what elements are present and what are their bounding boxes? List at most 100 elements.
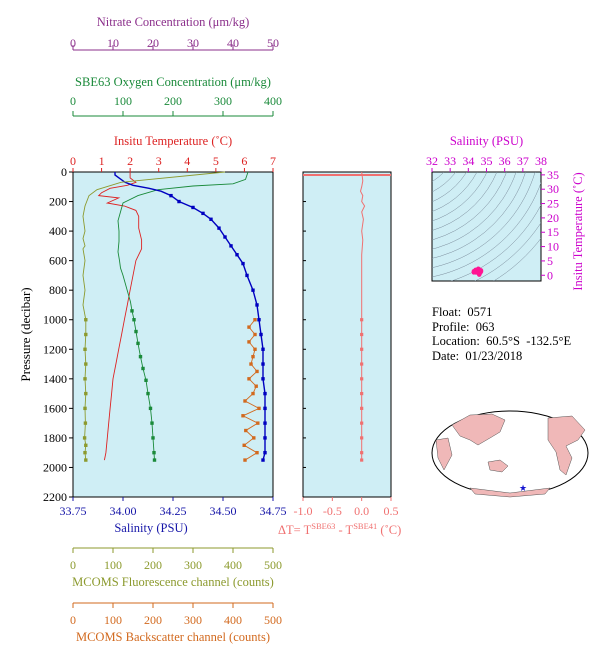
delta-t-chart: -1.0 -0.5 0.0 0.5 ΔT= TSBE63 - TSBE41 (˚C) bbox=[278, 171, 401, 537]
fluorescence-axis-title: MCOMS Fluorescence channel (counts) bbox=[72, 575, 274, 589]
profile-chart: 0200400600800100012001400160018002000220… bbox=[18, 15, 287, 644]
ts-plot-area bbox=[431, 171, 542, 282]
backscatter-data-point bbox=[253, 318, 257, 322]
backscatter-tick-label: 100 bbox=[104, 613, 122, 627]
delta-t-data-point bbox=[360, 451, 364, 455]
temperature-axis-title: Insitu Temperature (˚C) bbox=[114, 134, 232, 148]
ts-temperature-tick-label: 30 bbox=[547, 182, 559, 196]
delta-t-plot-area bbox=[302, 171, 392, 498]
salinity-data-point bbox=[217, 226, 221, 230]
backscatter-data-point bbox=[255, 450, 259, 455]
delta-t-data-point bbox=[360, 318, 364, 322]
fluorescence-tick-label: 300 bbox=[184, 558, 202, 572]
delta-t-title-part: (˚C) bbox=[377, 523, 401, 537]
salinity-data-point bbox=[191, 205, 195, 210]
delta-t-data-point bbox=[360, 421, 364, 425]
pressure-tick-label: 200 bbox=[49, 195, 67, 209]
delta-t-tick-label: 0.5 bbox=[384, 504, 399, 518]
salinity-tick-label: 34.75 bbox=[260, 504, 287, 518]
oxygen-data-point bbox=[144, 378, 148, 382]
salinity-data-point bbox=[263, 450, 267, 455]
delta-t-title-part: - T bbox=[335, 523, 353, 537]
delta-t-data-point bbox=[360, 391, 364, 396]
salinity-data-point bbox=[245, 273, 249, 278]
salinity-data-point bbox=[261, 347, 265, 351]
oxygen-tick-label: 300 bbox=[214, 94, 232, 108]
nitrate-tick-label: 0 bbox=[70, 36, 76, 50]
oxygen-tick-label: 0 bbox=[70, 94, 76, 108]
fluorescence-data-point bbox=[84, 443, 88, 447]
oxygen-data-point bbox=[150, 421, 154, 425]
pressure-tick-label: 1200 bbox=[43, 342, 67, 356]
temperature-tick-label: 1 bbox=[99, 154, 105, 168]
map-land-americas bbox=[547, 415, 586, 476]
salinity-data-point bbox=[209, 217, 213, 221]
backscatter-data-point bbox=[255, 369, 259, 374]
backscatter-tick-label: 300 bbox=[184, 613, 202, 627]
float-location-marker-icon: ★ bbox=[519, 484, 527, 494]
fluorescence-data-point bbox=[84, 362, 88, 366]
oxygen-tick-label: 400 bbox=[264, 94, 282, 108]
oxygen-data-point bbox=[138, 354, 143, 359]
pressure-tick-label: 1600 bbox=[43, 401, 67, 415]
delta-t-data-point bbox=[360, 458, 364, 462]
ts-temperature-tick-label: 10 bbox=[547, 240, 559, 254]
oxygen-data-point bbox=[136, 341, 140, 346]
pressure-tick-label: 0 bbox=[61, 165, 67, 179]
oxygen-axis-title: SBE63 Oxygen Concentration (μm/kg) bbox=[75, 75, 271, 89]
salinity-tick-label: 33.75 bbox=[60, 504, 87, 518]
salinity-data-point bbox=[201, 211, 205, 216]
pressure-tick-label: 1000 bbox=[43, 313, 67, 327]
salinity-data-point bbox=[259, 332, 263, 337]
fluorescence-data-point bbox=[83, 450, 87, 455]
backscatter-data-point bbox=[252, 436, 256, 440]
ts-salinity-axis-title: Salinity (PSU) bbox=[450, 134, 523, 148]
ts-diagram: 32 33 34 35 36 37 38 Salinity (PSU) 051015202530… bbox=[426, 134, 585, 291]
ts-temperature-tick-label: 35 bbox=[547, 168, 559, 182]
salinity-data-point bbox=[169, 193, 173, 198]
delta-t-title-part: ΔT= T bbox=[278, 523, 312, 537]
ts-temperature-axis-title: Insitu Temperature (˚C) bbox=[571, 172, 585, 290]
fluorescence-data-point bbox=[83, 406, 87, 411]
map-land-australia bbox=[487, 459, 509, 473]
temperature-tick-label: 2 bbox=[127, 154, 133, 168]
backscatter-data-point bbox=[254, 384, 258, 388]
salinity-tick-label: 34.25 bbox=[160, 504, 187, 518]
delta-t-tick-label: -1.0 bbox=[294, 504, 313, 518]
salinity-data-point bbox=[263, 436, 267, 440]
oxygen-data-point bbox=[146, 391, 150, 396]
backscatter-data-point bbox=[251, 391, 255, 396]
fluorescence-profile-line bbox=[82, 171, 226, 461]
salinity-data-point bbox=[229, 244, 233, 248]
delta-t-title-superscript: SBE41 bbox=[353, 521, 377, 531]
backscatter-data-point bbox=[247, 340, 251, 344]
temperature-tick-label: 6 bbox=[241, 154, 247, 168]
float-info: Float: 0571 Profile: 063 Location: 60.5°… bbox=[432, 305, 571, 363]
delta-t-title-superscript: SBE63 bbox=[311, 521, 335, 531]
salinity-tick-label: 34.00 bbox=[110, 504, 137, 518]
delta-t-data-point bbox=[360, 347, 364, 351]
salinity-data-point bbox=[255, 303, 259, 307]
fluorescence-tick-label: 0 bbox=[70, 558, 76, 572]
delta-t-data-point bbox=[360, 377, 364, 381]
ts-salinity-tick-label: 37 bbox=[517, 154, 529, 168]
backscatter-data-point bbox=[256, 421, 260, 425]
fluorescence-tick-label: 500 bbox=[264, 558, 282, 572]
backscatter-tick-label: 500 bbox=[264, 613, 282, 627]
backscatter-data-point bbox=[242, 443, 246, 447]
nitrate-tick-label: 40 bbox=[227, 36, 239, 50]
fluorescence-data-point bbox=[83, 347, 87, 351]
nitrate-axis-title: Nitrate Concentration (μm/kg) bbox=[97, 15, 250, 29]
salinity-data-point bbox=[261, 362, 265, 366]
fluorescence-data-point bbox=[83, 421, 88, 425]
temperature-tick-label: 3 bbox=[156, 154, 162, 168]
delta-t-data-point bbox=[360, 332, 364, 337]
backscatter-data-point bbox=[253, 332, 257, 337]
pressure-tick-label: 1400 bbox=[43, 372, 67, 386]
pressure-tick-label: 1800 bbox=[43, 431, 67, 445]
fluorescence-data-point bbox=[82, 436, 87, 440]
oxygen-data-point bbox=[134, 329, 138, 334]
backscatter-data-point bbox=[243, 399, 247, 403]
ts-salinity-tick-label: 33 bbox=[444, 154, 456, 168]
